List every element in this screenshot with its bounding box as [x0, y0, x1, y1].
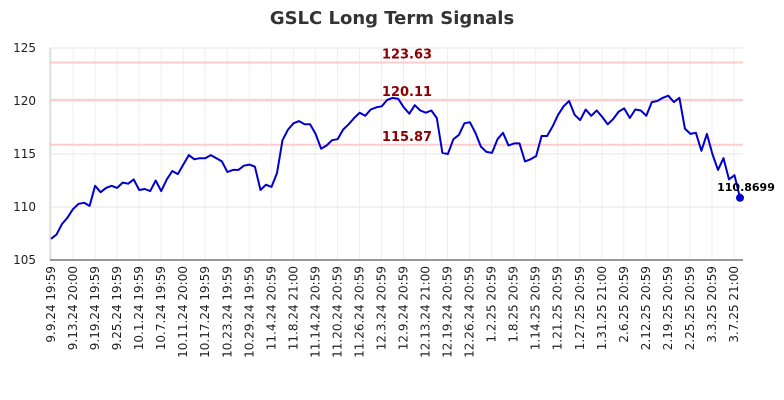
x-tick-label: 1.31.25 21:00: [595, 266, 609, 350]
last-price-marker: [736, 193, 744, 202]
level-label: 120.11: [382, 85, 432, 100]
x-tick-label: 11.14.24 20:59: [308, 266, 322, 358]
x-tick-label: 9.19.24 19:59: [88, 266, 102, 350]
x-tick-label: 2.25.25 20:59: [683, 266, 697, 350]
x-tick-label: 12.3.24 20:59: [374, 266, 388, 350]
y-tick-label: 125: [13, 41, 36, 55]
x-tick-label: 11.26.24 20:59: [352, 266, 366, 358]
y-tick-label: 120: [13, 94, 36, 108]
x-tick-label: 12.13.24 21:00: [419, 266, 433, 358]
x-tick-label: 2.6.25 20:59: [617, 266, 631, 343]
x-tick-label: 10.29.24 19:59: [242, 266, 256, 358]
x-tick-label: 2.12.25 20:59: [639, 266, 653, 350]
level-label: 123.63: [382, 48, 432, 63]
x-tick-label: 9.13.24 20:00: [66, 266, 80, 350]
level-label: 115.87: [382, 130, 432, 145]
x-tick-label: 11.4.24 20:59: [264, 266, 278, 350]
y-tick-label: 110: [13, 200, 36, 214]
x-tick-label: 10.1.24 19:59: [132, 266, 146, 350]
x-tick-label: 3.7.25 21:00: [727, 266, 741, 343]
x-tick-label: 9.25.24 19:59: [110, 266, 124, 350]
x-tick-label: 1.2.25 20:59: [485, 266, 499, 343]
x-tick-label: 10.23.24 19:59: [220, 266, 234, 358]
y-tick-label: 115: [13, 147, 36, 161]
x-tick-label: 10.7.24 19:59: [154, 266, 168, 350]
last-price-label: 110.8699: [717, 181, 775, 194]
x-tick-label: 1.27.25 20:59: [573, 266, 587, 350]
x-tick-label: 10.11.24 20:00: [176, 266, 190, 358]
x-tick-label: 3.3.25 20:59: [705, 266, 719, 343]
x-tick-label: 12.9.24 20:59: [397, 266, 411, 350]
x-tick-label: 9.9.24 19:59: [44, 266, 58, 343]
x-tick-label: 1.21.25 20:59: [551, 266, 565, 350]
x-tick-label: 10.17.24 19:59: [198, 266, 212, 358]
price-line: [50, 94, 741, 240]
chart-title: GSLC Long Term Signals: [269, 8, 515, 29]
x-tick-label: 2.19.25 20:59: [661, 266, 675, 350]
x-tick-label: 1.14.25 20:59: [529, 266, 543, 350]
y-tick-label: 105: [13, 253, 36, 267]
x-tick-label: 12.26.24 20:59: [463, 266, 477, 358]
x-tick-label: 11.8.24 21:00: [286, 266, 300, 350]
x-tick-label: 12.19.24 20:59: [441, 266, 455, 358]
x-tick-label: 11.20.24 20:59: [330, 266, 344, 358]
x-tick-label: 1.8.25 20:59: [507, 266, 521, 343]
